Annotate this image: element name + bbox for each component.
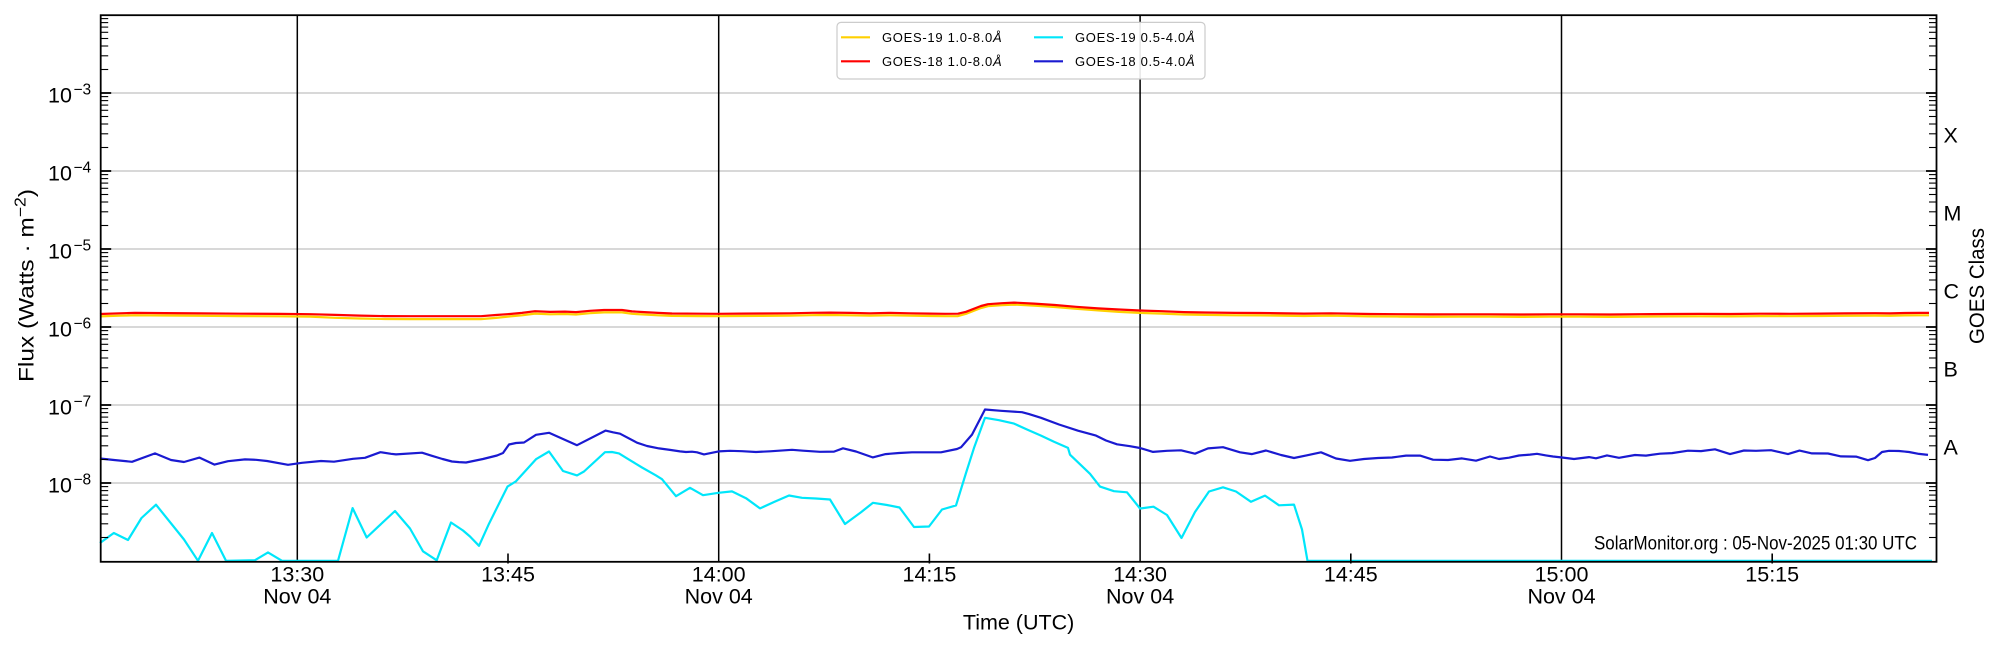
- svg-text:−8: −8: [74, 472, 92, 489]
- svg-text:Nov 04: Nov 04: [685, 585, 753, 609]
- svg-text:−6: −6: [74, 316, 92, 333]
- svg-text:14:45: 14:45: [1324, 563, 1378, 587]
- svg-text:−7: −7: [74, 394, 92, 411]
- svg-text:Flux (Watts · m−2): Flux (Watts · m−2): [13, 189, 39, 382]
- svg-text:X: X: [1944, 124, 1958, 148]
- svg-text:A: A: [1944, 436, 1959, 460]
- svg-text:14:00: 14:00: [692, 563, 746, 587]
- svg-text:13:45: 13:45: [481, 563, 535, 587]
- svg-text:15:00: 15:00: [1535, 563, 1589, 587]
- svg-text:14:15: 14:15: [902, 563, 956, 587]
- svg-text:15:15: 15:15: [1745, 563, 1799, 587]
- svg-text:GOES-18 0.5-4.0Å: GOES-18 0.5-4.0Å: [1075, 54, 1195, 69]
- svg-text:C: C: [1944, 280, 1960, 304]
- svg-text:Time (UTC): Time (UTC): [963, 611, 1074, 635]
- svg-text:10: 10: [48, 162, 72, 186]
- svg-text:−5: −5: [74, 238, 92, 255]
- svg-text:10: 10: [48, 84, 72, 108]
- svg-text:SolarMonitor.org : 05-Nov-2025: SolarMonitor.org : 05-Nov-2025 01:30 UTC: [1594, 533, 1917, 555]
- svg-text:10: 10: [48, 240, 72, 264]
- svg-text:10: 10: [48, 318, 72, 342]
- svg-text:13:30: 13:30: [270, 563, 324, 587]
- svg-text:B: B: [1944, 358, 1958, 382]
- svg-text:Nov 04: Nov 04: [1106, 585, 1174, 609]
- svg-text:Nov 04: Nov 04: [1527, 585, 1595, 609]
- svg-text:GOES Class: GOES Class: [1965, 228, 1989, 344]
- svg-text:GOES-19 0.5-4.0Å: GOES-19 0.5-4.0Å: [1075, 30, 1195, 45]
- svg-text:GOES-18 1.0-8.0Å: GOES-18 1.0-8.0Å: [882, 54, 1002, 69]
- svg-text:M: M: [1944, 202, 1962, 226]
- svg-text:10: 10: [48, 474, 72, 498]
- svg-text:Nov 04: Nov 04: [263, 585, 331, 609]
- svg-text:−3: −3: [74, 82, 92, 99]
- svg-text:10: 10: [48, 396, 72, 420]
- svg-text:GOES-19 1.0-8.0Å: GOES-19 1.0-8.0Å: [882, 30, 1002, 45]
- svg-text:−4: −4: [74, 160, 92, 177]
- svg-text:14:30: 14:30: [1113, 563, 1167, 587]
